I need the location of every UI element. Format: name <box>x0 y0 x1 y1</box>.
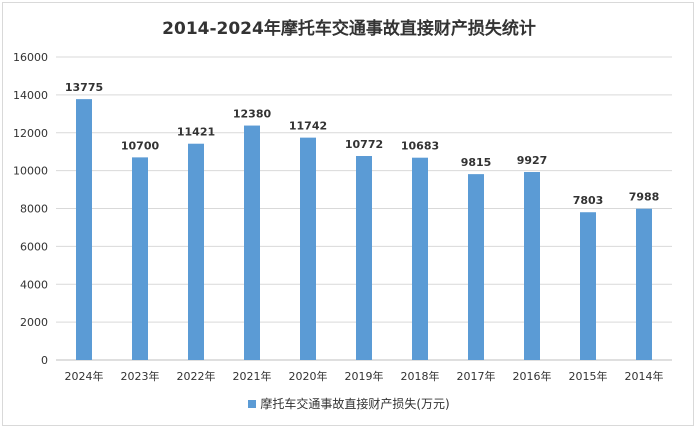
bar <box>188 143 204 360</box>
data-labels: 13775 10700 11421 12380 11742 10772 10683 9815 9… <box>65 81 659 207</box>
y-tick-label: 16000 <box>13 51 48 64</box>
x-tick-label: 2015年 <box>569 369 608 383</box>
bar <box>468 174 484 360</box>
data-label: 11742 <box>289 120 327 133</box>
bar <box>580 212 596 360</box>
y-tick-label: 14000 <box>13 89 48 102</box>
bar <box>412 157 428 360</box>
bar <box>76 99 92 361</box>
data-label: 10700 <box>121 139 160 152</box>
x-tick-label: 2022年 <box>177 369 216 383</box>
data-label: 7803 <box>573 194 604 207</box>
y-tick-label: 12000 <box>13 127 48 140</box>
x-axis-ticks: 2024年 2023年 2022年 2021年 2020年 2019年 2018年 2017年… <box>65 369 664 383</box>
y-tick-label: 2000 <box>20 316 48 329</box>
bar <box>300 137 316 360</box>
y-tick-label: 8000 <box>20 203 48 216</box>
legend-swatch <box>248 399 257 408</box>
bars <box>76 99 652 361</box>
legend-label: 摩托车交通事故直接财产损失(万元) <box>260 397 450 411</box>
data-label: 10772 <box>345 138 383 151</box>
data-label: 10683 <box>401 140 439 153</box>
bar <box>132 157 148 360</box>
chart-frame <box>2 2 694 426</box>
x-tick-label: 2014年 <box>625 369 664 383</box>
y-tick-label: 0 <box>41 354 48 367</box>
data-label: 9927 <box>517 154 548 167</box>
data-label: 12380 <box>233 108 272 121</box>
bar <box>356 156 372 360</box>
x-tick-label: 2017年 <box>457 369 496 383</box>
y-tick-label: 4000 <box>20 278 48 291</box>
chart-title: 2014-2024年摩托车交通事故直接财产损失统计 <box>162 19 536 39</box>
x-tick-label: 2019年 <box>345 369 384 383</box>
bar <box>524 172 540 360</box>
data-label: 13775 <box>65 81 103 94</box>
data-label: 11421 <box>177 126 215 139</box>
x-tick-label: 2020年 <box>289 369 328 383</box>
data-label: 9815 <box>461 156 492 169</box>
x-tick-label: 2024年 <box>65 369 104 383</box>
legend: 摩托车交通事故直接财产损失(万元) <box>0 395 698 412</box>
y-axis-ticks: 0 2000 4000 6000 8000 10000 12000 14000 16000 <box>13 51 48 367</box>
x-tick-label: 2023年 <box>121 369 160 383</box>
x-tick-label: 2016年 <box>513 369 552 383</box>
x-tick-label: 2021年 <box>233 369 272 383</box>
bar <box>636 208 652 360</box>
y-tick-label: 10000 <box>13 165 48 178</box>
y-tick-label: 6000 <box>20 240 48 253</box>
x-tick-label: 2018年 <box>401 369 440 383</box>
data-label: 7988 <box>629 191 660 204</box>
bar <box>244 125 260 361</box>
